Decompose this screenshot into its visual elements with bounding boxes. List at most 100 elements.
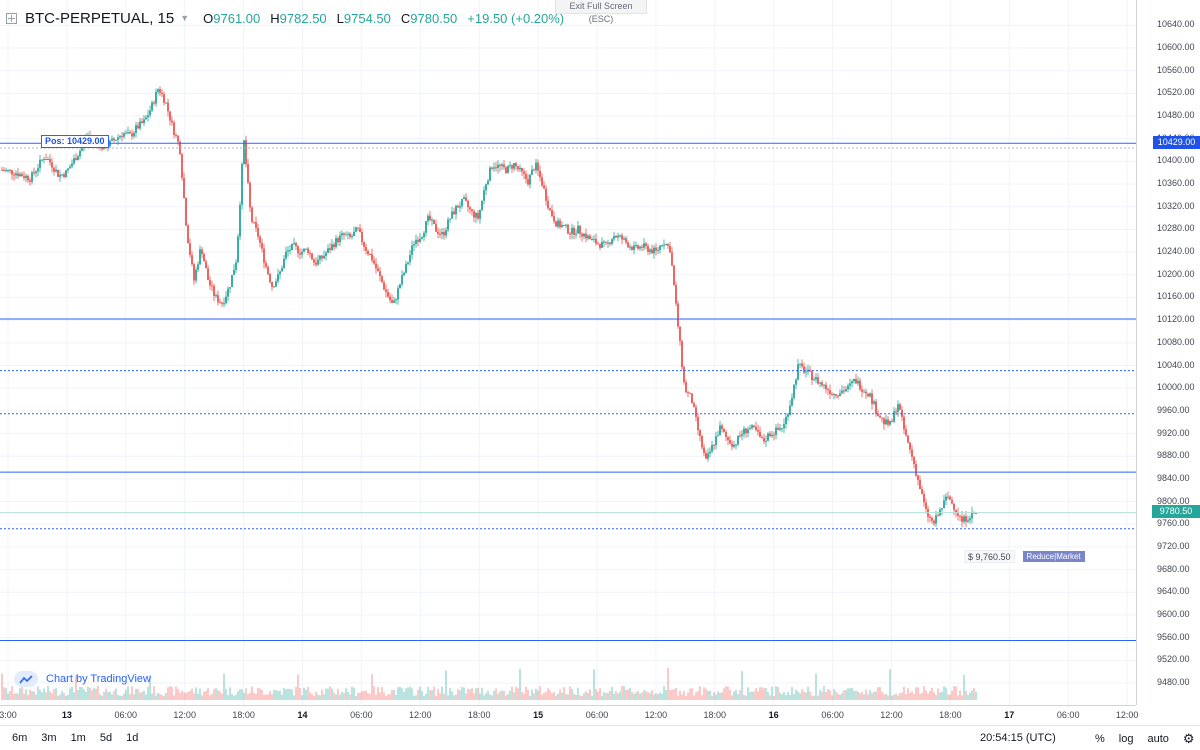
candle-body xyxy=(739,435,741,437)
position-label[interactable]: Pos: 10429.00 xyxy=(41,135,109,148)
volume-bar xyxy=(567,694,569,700)
volume-bar xyxy=(131,686,133,700)
range-button-1d[interactable]: 1d xyxy=(126,732,139,744)
utc-clock[interactable]: 20:54:15 (UTC) xyxy=(980,732,1056,744)
volume-bar xyxy=(459,690,461,700)
volume-bar xyxy=(273,690,275,700)
candle-body xyxy=(285,251,287,259)
volume-bar xyxy=(17,693,19,700)
candle-body xyxy=(871,393,873,404)
time-axis[interactable]: 3:00 13 06:00 12:00 18:00 14 06:00 12:00 18:00 15… xyxy=(0,705,1138,725)
volume-bar xyxy=(699,686,701,700)
chevron-down-icon[interactable]: ▼ xyxy=(180,13,190,23)
tradingview-watermark[interactable]: Chart by TradingView xyxy=(14,671,151,687)
candle-body xyxy=(955,509,957,513)
volume-bar xyxy=(621,686,623,700)
volume-bar xyxy=(505,695,507,700)
candle-body xyxy=(305,248,307,250)
candle-body xyxy=(837,395,839,397)
volume-bar xyxy=(811,695,813,700)
exit-fullscreen-button[interactable]: Exit Full Screen (ESC) xyxy=(555,0,647,24)
percent-toggle[interactable]: % xyxy=(1095,733,1105,745)
candle-body xyxy=(923,493,925,503)
volume-bar xyxy=(167,687,169,700)
candle-body xyxy=(469,207,471,210)
volume-bar xyxy=(891,695,893,700)
volume-bar xyxy=(231,694,233,700)
volume-bar xyxy=(165,692,167,700)
volume-bar xyxy=(225,688,227,700)
candle-body xyxy=(703,447,705,453)
price-chart[interactable] xyxy=(0,0,1136,705)
volume-bar xyxy=(487,690,489,700)
candle-body xyxy=(907,435,909,443)
volume-bar xyxy=(661,693,663,700)
candle-body xyxy=(853,378,855,382)
volume-bar xyxy=(921,693,923,700)
volume-bar xyxy=(803,691,805,700)
candle-body xyxy=(575,233,577,235)
range-button-5d[interactable]: 5d xyxy=(99,732,113,744)
range-button-3m[interactable]: 3m xyxy=(41,732,57,744)
volume-bar xyxy=(475,688,477,700)
candle-body xyxy=(185,197,187,226)
volume-bar xyxy=(461,687,463,700)
candle-body xyxy=(147,115,149,118)
candle-body xyxy=(345,234,347,236)
volume-bar xyxy=(227,695,229,700)
volume-bar xyxy=(281,694,283,700)
candle-body xyxy=(779,428,781,430)
expand-icon[interactable] xyxy=(6,12,17,24)
candle-body xyxy=(231,274,233,288)
price-tick-label: 10360.00 xyxy=(1157,178,1195,189)
volume-bar xyxy=(169,686,171,700)
volume-bar xyxy=(617,693,619,700)
candle-body xyxy=(331,244,333,250)
time-tick-label: 18:00 xyxy=(939,710,962,720)
volume-bar xyxy=(749,692,751,700)
candle-body xyxy=(271,282,273,287)
candle-body xyxy=(903,416,905,430)
candle-body xyxy=(217,295,219,303)
price-axis[interactable]: 10640.00 10600.00 10560.00 10520.00 10480.00… xyxy=(1136,0,1200,705)
volume-bar xyxy=(325,688,327,700)
candle-body xyxy=(209,280,211,286)
candle-body xyxy=(115,139,117,141)
volume-bar xyxy=(581,695,583,700)
candle-body xyxy=(365,246,367,251)
candle-body xyxy=(479,210,481,219)
candle-body xyxy=(391,300,393,303)
volume-bar xyxy=(855,691,857,700)
candle-body xyxy=(615,236,617,238)
volume-bar xyxy=(195,687,197,700)
volume-bar xyxy=(695,692,697,700)
volume-bar xyxy=(527,689,529,700)
volume-bar xyxy=(127,686,129,700)
volume-bar xyxy=(23,693,25,700)
volume-bar xyxy=(91,690,93,700)
reduce-market-button[interactable]: Reduce|Market xyxy=(1022,551,1085,562)
candle-body xyxy=(51,162,53,168)
volume-bar xyxy=(557,693,559,700)
candle-body xyxy=(193,264,195,281)
volume-bar xyxy=(717,691,719,700)
candle-body xyxy=(671,252,673,266)
candle-body xyxy=(803,366,805,373)
volume-bar xyxy=(897,695,899,700)
volume-bar xyxy=(237,691,239,700)
volume-bar xyxy=(125,689,127,700)
volume-bar xyxy=(391,689,393,700)
log-toggle[interactable]: log xyxy=(1118,733,1134,745)
volume-bar xyxy=(587,692,589,700)
candle-body xyxy=(545,188,547,201)
volume-bar xyxy=(277,690,279,700)
candle-body xyxy=(879,415,881,418)
symbol-title[interactable]: BTC-PERPETUAL, 15 xyxy=(25,9,175,27)
range-button-6m[interactable]: 6m xyxy=(12,732,28,744)
auto-toggle[interactable]: auto xyxy=(1147,733,1169,745)
range-button-1m[interactable]: 1m xyxy=(70,732,86,744)
price-tick-label: 9680.00 xyxy=(1157,563,1190,574)
candle-body xyxy=(521,167,523,172)
gear-icon[interactable]: ⚙ xyxy=(1182,731,1195,746)
candle-body xyxy=(597,243,599,245)
